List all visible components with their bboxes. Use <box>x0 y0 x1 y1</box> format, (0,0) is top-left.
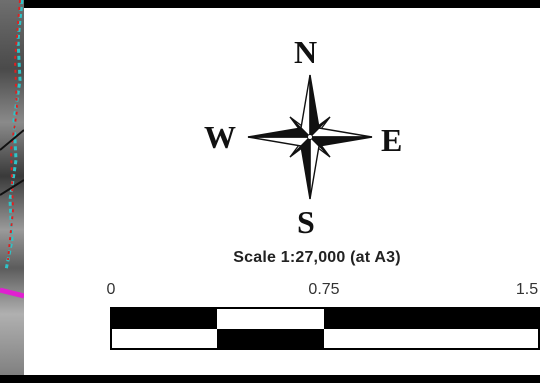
red-boundary-line <box>7 0 21 261</box>
frame-bottom-edge <box>0 375 540 383</box>
scale-bar <box>110 307 540 350</box>
scale-bar-segment-black <box>110 307 217 329</box>
west-label: W <box>204 119 236 155</box>
map-overlay-lines <box>0 0 24 299</box>
map-legend-panel: N W E S Scale 1:27,000 (at A3) 0 <box>24 8 540 375</box>
scale-title: Scale 1:27,000 (at A3) <box>233 249 401 266</box>
road-line <box>0 179 24 196</box>
scale-tick-label: 0.75 <box>308 281 340 298</box>
cyan-boundary-line <box>4 0 24 271</box>
scale-tick-label: 1.5 <box>515 281 539 298</box>
scale-bar-segment-white <box>217 307 324 329</box>
scale-tick-label: 0 <box>106 281 116 298</box>
road-line <box>0 129 24 151</box>
south-label: S <box>297 204 315 240</box>
compass-rose-icon <box>247 74 373 200</box>
magenta-boundary-line <box>0 287 24 299</box>
north-label: N <box>294 34 318 70</box>
map-fragment <box>0 0 24 383</box>
scale-bar-segment-white <box>110 329 217 350</box>
scale-bar-segment-white <box>324 329 540 350</box>
east-label: E <box>381 122 403 158</box>
scale-bar-segment-black <box>324 307 540 329</box>
scale-bar-segment-black <box>217 329 324 350</box>
